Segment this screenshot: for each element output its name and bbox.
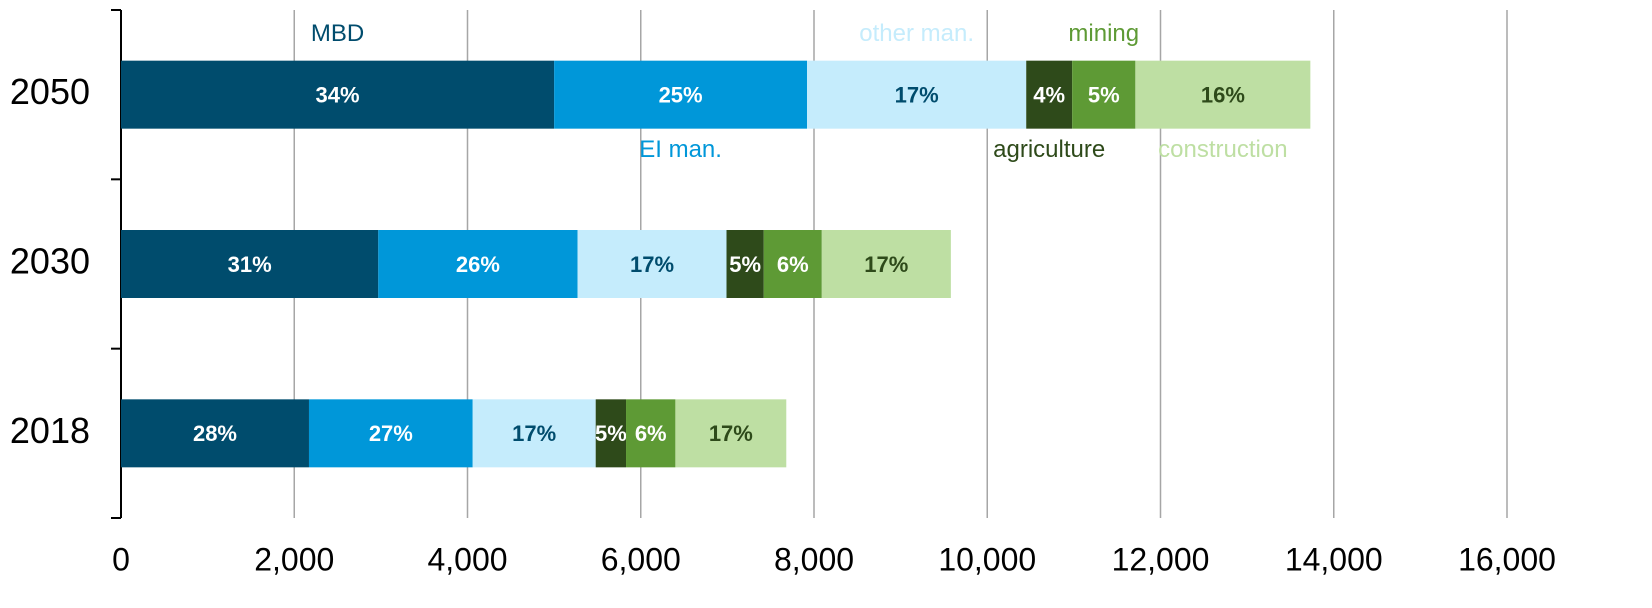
legend-label: mining bbox=[1068, 20, 1139, 47]
data-label: 5% bbox=[729, 252, 761, 277]
bar-segment bbox=[807, 60, 1027, 129]
bar-segment bbox=[378, 230, 578, 298]
data-label: 25% bbox=[659, 82, 703, 107]
data-label: 5% bbox=[1088, 82, 1120, 107]
bar-segment bbox=[577, 230, 727, 298]
bar-segment bbox=[121, 399, 309, 468]
legend-label: EI man. bbox=[639, 136, 722, 163]
bar-segment bbox=[763, 230, 822, 298]
x-tick-label: 2,000 bbox=[254, 541, 334, 577]
x-tick-label: 6,000 bbox=[601, 541, 681, 577]
x-tick-label: 4,000 bbox=[427, 541, 507, 577]
data-label: 17% bbox=[895, 82, 939, 107]
data-label: 6% bbox=[777, 252, 809, 277]
data-label: 6% bbox=[635, 421, 667, 446]
bar-segment bbox=[626, 399, 676, 468]
bar-segment bbox=[121, 60, 555, 129]
x-tick-label: 12,000 bbox=[1112, 541, 1210, 577]
bar-segment bbox=[308, 399, 473, 468]
data-label: 27% bbox=[369, 421, 413, 446]
data-label: 4% bbox=[1033, 82, 1065, 107]
x-tick-label: 16,000 bbox=[1458, 541, 1556, 577]
bar-segment bbox=[821, 230, 951, 298]
legend-label: other man. bbox=[859, 20, 974, 47]
x-tick-label: 0 bbox=[112, 541, 130, 577]
data-label: 31% bbox=[228, 252, 272, 277]
data-label: 17% bbox=[709, 421, 753, 446]
y-tick-label: 2018 bbox=[10, 410, 90, 451]
bar-segment bbox=[1072, 60, 1136, 129]
bar-segment bbox=[675, 399, 787, 468]
data-label: 26% bbox=[456, 252, 500, 277]
x-tick-label: 8,000 bbox=[774, 541, 854, 577]
data-label: 16% bbox=[1201, 82, 1245, 107]
legend-label: construction bbox=[1158, 136, 1287, 163]
legend-label: MBD bbox=[311, 20, 364, 47]
bar-segment bbox=[726, 230, 764, 298]
data-label: 34% bbox=[316, 82, 360, 107]
bar-segment bbox=[1135, 60, 1311, 129]
data-label: 17% bbox=[512, 421, 556, 446]
legend-label: agriculture bbox=[993, 136, 1105, 163]
y-tick-label: 2050 bbox=[10, 71, 90, 112]
x-tick-label: 10,000 bbox=[938, 541, 1036, 577]
x-tick-label: 14,000 bbox=[1285, 541, 1383, 577]
data-label: 17% bbox=[864, 252, 908, 277]
bar-segment bbox=[121, 230, 379, 298]
bar-segment bbox=[595, 399, 627, 468]
data-label: 28% bbox=[193, 421, 237, 446]
bar-segment bbox=[1026, 60, 1073, 129]
bar-segment bbox=[472, 399, 596, 468]
data-label: 17% bbox=[630, 252, 674, 277]
bar-segment bbox=[554, 60, 808, 129]
y-tick-label: 2030 bbox=[10, 241, 90, 282]
data-label: 5% bbox=[595, 421, 627, 446]
